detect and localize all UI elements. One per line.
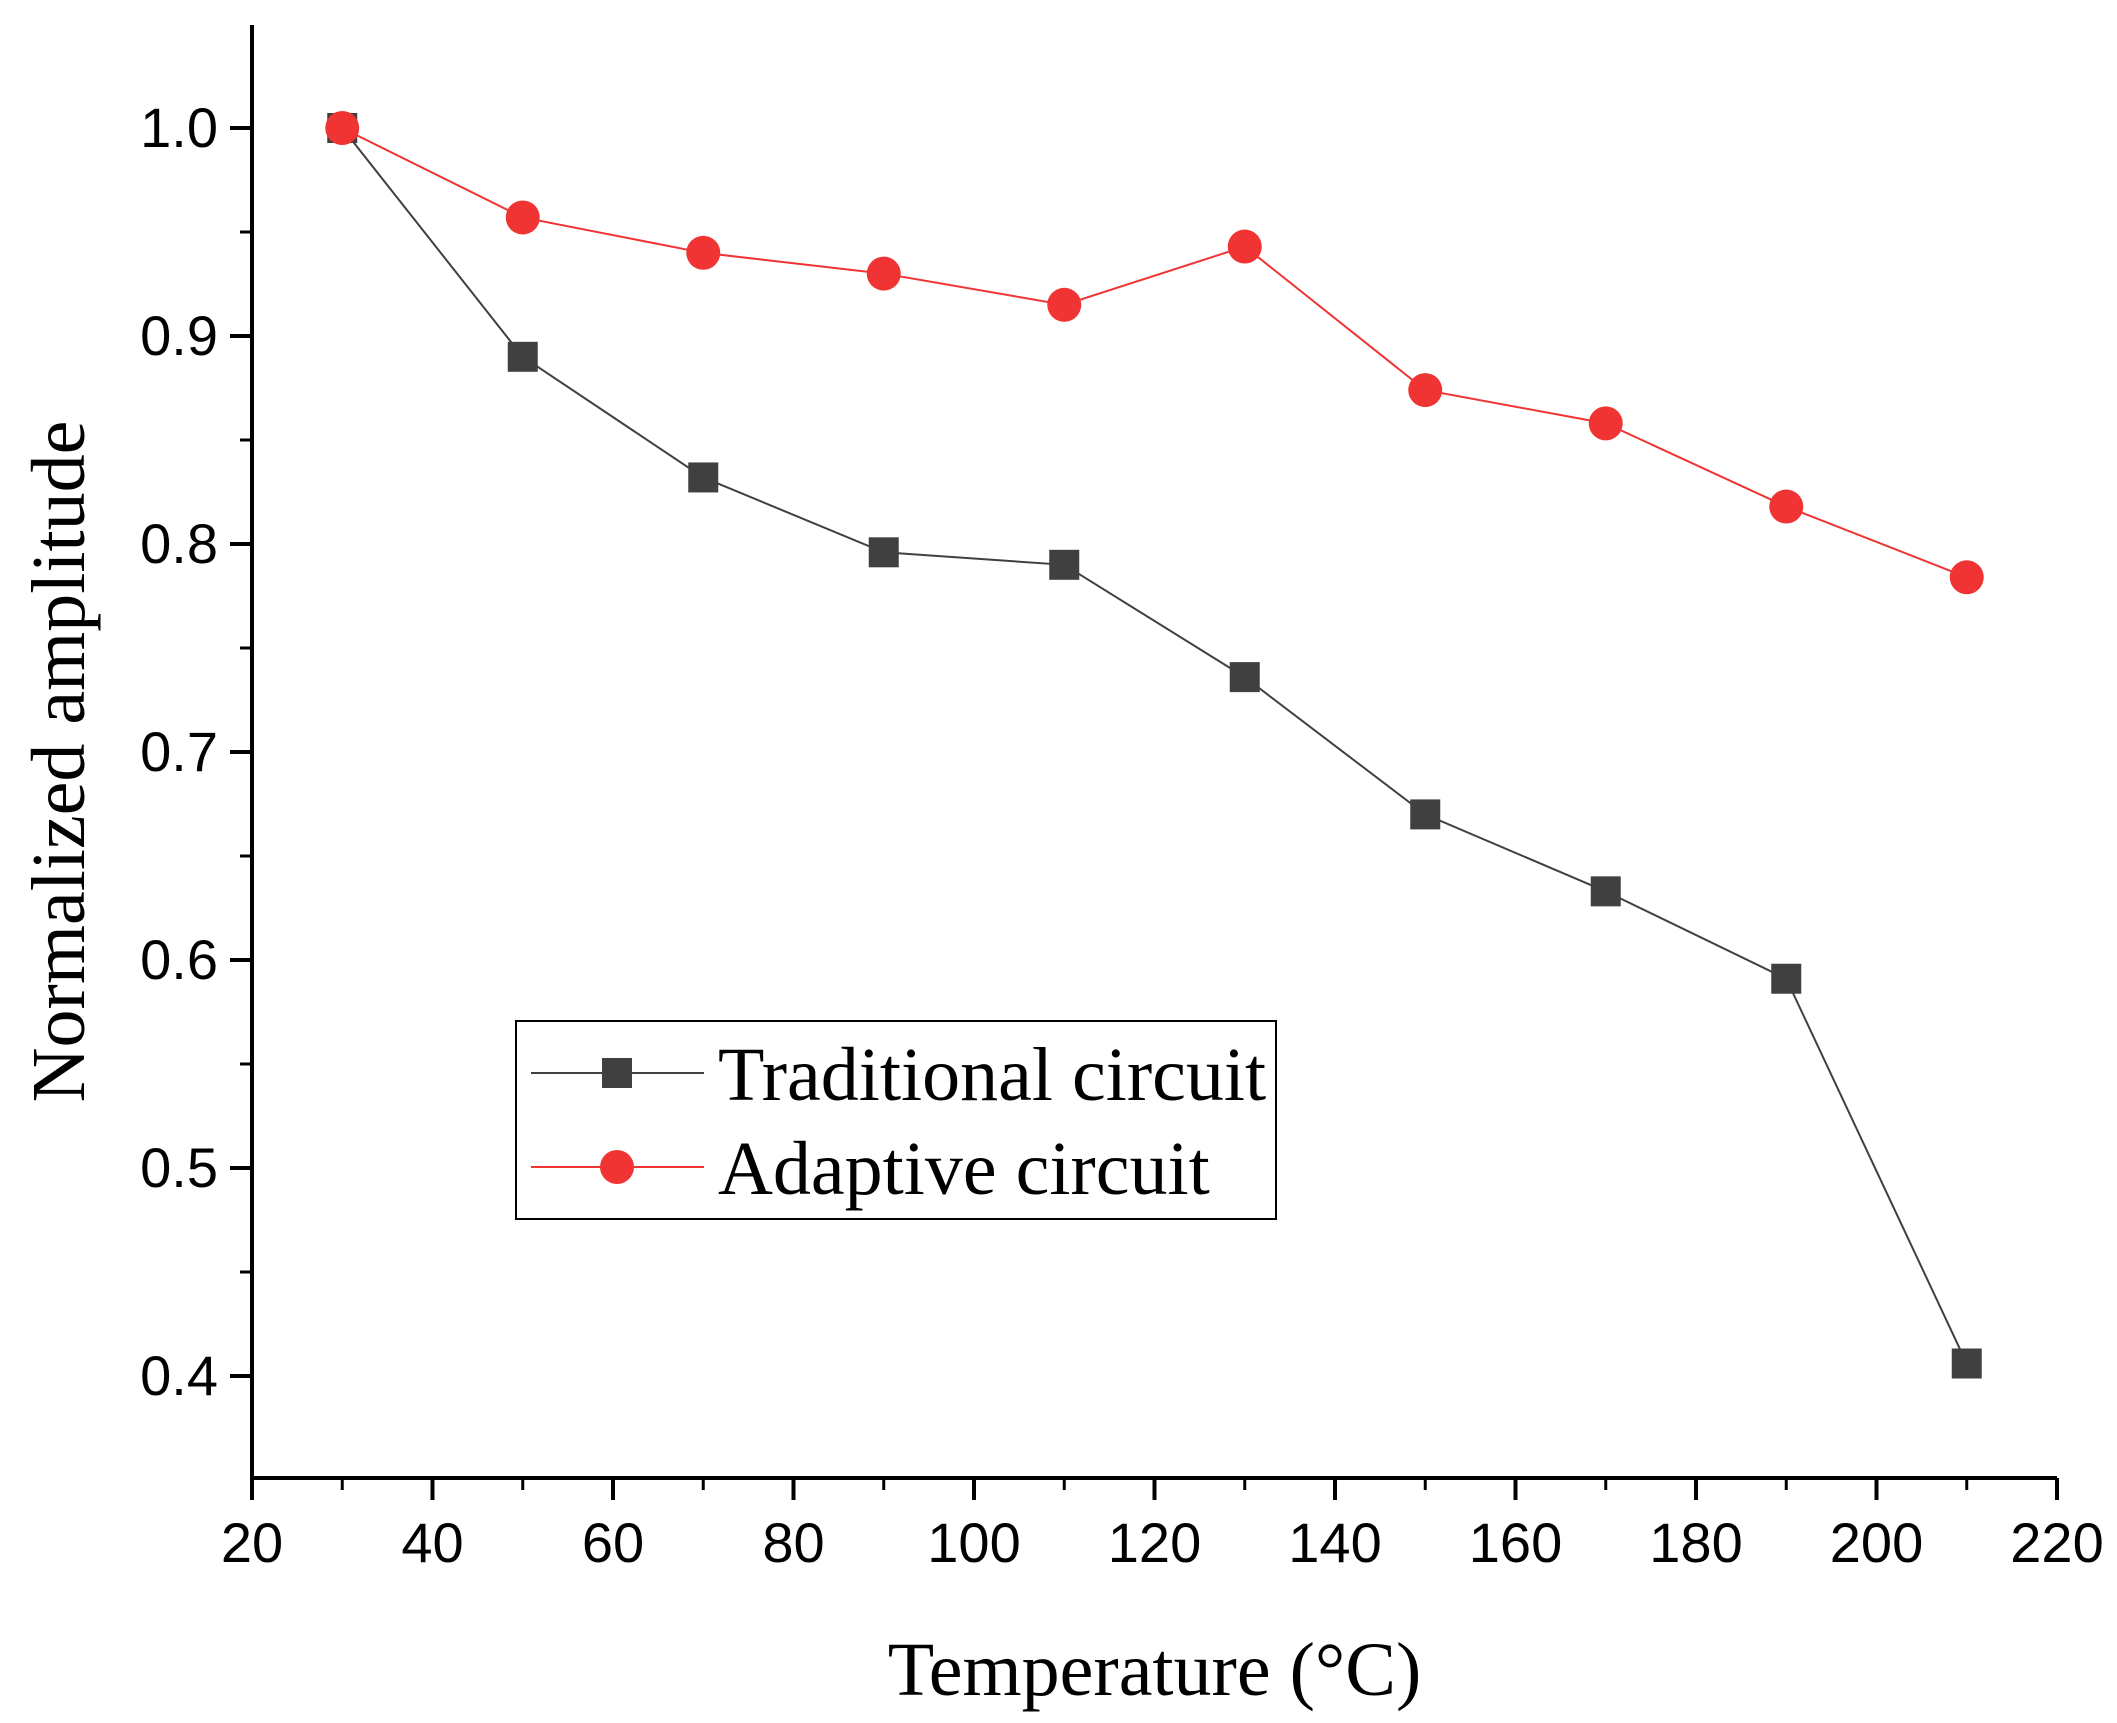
y-tick-label: 0.4: [140, 1344, 218, 1407]
legend-item: Adaptive circuit: [531, 1127, 1210, 1211]
y-tick-label: 0.9: [140, 304, 218, 367]
y-tick-label: 0.8: [140, 512, 218, 575]
x-tick-label: 60: [582, 1511, 644, 1574]
x-tick-label: 180: [1649, 1511, 1742, 1574]
x-tick-label: 20: [221, 1511, 283, 1574]
series-line: [341, 127, 1968, 1364]
data-point: [1771, 963, 1802, 994]
data-point: [1951, 1348, 1982, 1379]
data-point: [688, 462, 719, 493]
y-tick-label: 1.0: [140, 96, 218, 159]
x-tick-label: 160: [1469, 1511, 1562, 1574]
data-point: [1229, 662, 1260, 693]
data-point: [1408, 373, 1443, 408]
legend-marker: [600, 1150, 634, 1184]
data-point: [507, 341, 538, 372]
data-point: [1410, 799, 1441, 830]
y-tick-label: 0.6: [140, 928, 218, 991]
x-tick-label: 100: [927, 1511, 1020, 1574]
x-tick-label: 40: [401, 1511, 463, 1574]
data-point: [325, 111, 360, 145]
data-point: [686, 235, 721, 270]
x-tick-label: 120: [1108, 1511, 1201, 1574]
legend: Traditional circuit Adaptive circuit: [515, 1020, 1277, 1220]
legend-label: Traditional circuit: [718, 1033, 1266, 1117]
y-axis-title: Normalized amplitude: [17, 421, 101, 1103]
data-point: [868, 537, 899, 568]
x-axis-title: Temperature (°C): [888, 1628, 1422, 1712]
data-point: [1227, 229, 1262, 264]
axes: 20 40 60 80 100 120 140 160 180 200 220 0.4 0.5 0.6 0.…: [140, 25, 2104, 1574]
x-tick-label: 80: [762, 1511, 824, 1574]
series-layer: [325, 111, 1984, 1379]
data-point: [866, 256, 901, 291]
y-tick-label: 0.7: [140, 720, 218, 783]
x-tick-label: 140: [1288, 1511, 1381, 1574]
series-line: [341, 127, 1968, 579]
data-point: [1049, 549, 1080, 580]
legend-box: [515, 1020, 1277, 1220]
data-point: [1047, 287, 1082, 322]
data-point: [1769, 489, 1804, 524]
y-tick-label: 0.5: [140, 1136, 218, 1199]
data-point: [505, 200, 540, 235]
x-tick-label: 200: [1830, 1511, 1923, 1574]
legend-label: Adaptive circuit: [718, 1127, 1210, 1211]
x-tick-label: 220: [2010, 1511, 2103, 1574]
data-point: [1588, 406, 1623, 441]
legend-item: Traditional circuit: [531, 1033, 1266, 1117]
data-point: [1949, 560, 1984, 595]
series-adaptive: [325, 111, 1984, 595]
legend-marker: [602, 1058, 632, 1088]
data-point: [1590, 876, 1621, 907]
